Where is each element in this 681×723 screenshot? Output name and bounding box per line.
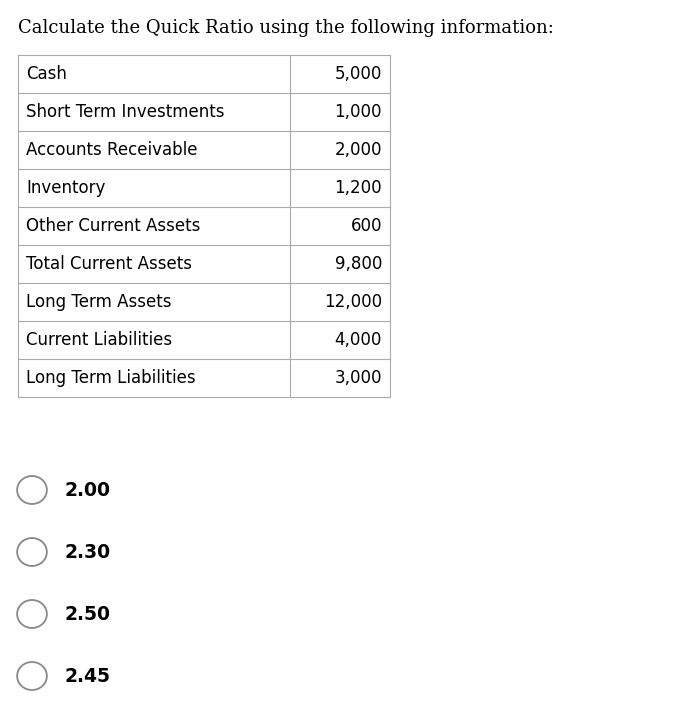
Text: 5,000: 5,000 (334, 65, 382, 83)
Text: 1,000: 1,000 (334, 103, 382, 121)
Text: 2.30: 2.30 (65, 542, 111, 562)
Text: Calculate the Quick Ratio using the following information:: Calculate the Quick Ratio using the foll… (18, 19, 554, 37)
Text: Cash: Cash (26, 65, 67, 83)
Text: 2.45: 2.45 (65, 667, 111, 685)
Text: 2,000: 2,000 (334, 141, 382, 159)
Text: Short Term Investments: Short Term Investments (26, 103, 225, 121)
Text: 600: 600 (351, 217, 382, 235)
Text: 12,000: 12,000 (324, 293, 382, 311)
Text: Long Term Assets: Long Term Assets (26, 293, 172, 311)
Text: 2.50: 2.50 (65, 604, 111, 623)
Text: Current Liabilities: Current Liabilities (26, 331, 172, 349)
Text: 9,800: 9,800 (334, 255, 382, 273)
Text: 1,200: 1,200 (334, 179, 382, 197)
Text: 3,000: 3,000 (334, 369, 382, 387)
Text: Inventory: Inventory (26, 179, 106, 197)
Text: Total Current Assets: Total Current Assets (26, 255, 192, 273)
Text: Long Term Liabilities: Long Term Liabilities (26, 369, 195, 387)
Text: Accounts Receivable: Accounts Receivable (26, 141, 197, 159)
Text: Other Current Assets: Other Current Assets (26, 217, 200, 235)
Text: 2.00: 2.00 (65, 481, 111, 500)
Text: 4,000: 4,000 (334, 331, 382, 349)
